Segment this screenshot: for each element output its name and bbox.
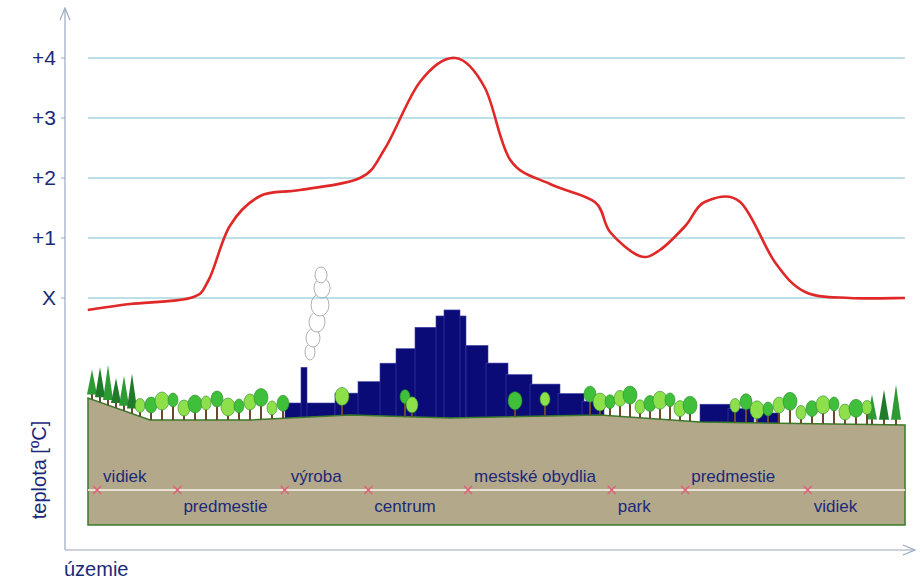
y-axis-title: teplota [ºC] [28,421,50,519]
tree [605,395,615,409]
tree [665,393,675,407]
x-axis [65,549,914,550]
zone-marker [608,486,616,494]
building [506,375,532,419]
zone-label: park [618,497,652,516]
tick-label: +3 [32,106,56,129]
temperature-line [88,58,905,310]
grid-line [88,57,905,58]
conifer [87,369,97,394]
zone-label: vidiek [103,467,147,486]
conifer [95,367,105,397]
tree [849,399,863,417]
tree [234,399,244,413]
tick-label: X [42,286,56,309]
zone-marker [804,486,812,494]
grid-line [88,177,905,178]
tree [796,405,806,419]
building [530,384,560,418]
zone-marker [364,486,372,494]
tree [540,392,550,406]
zone-label: predmestie [183,497,267,516]
tree [730,399,740,413]
tree [816,396,830,414]
x-arrow [903,545,915,555]
tree [683,396,697,414]
conifer [879,390,889,420]
tree [635,400,645,414]
conifer [119,376,129,406]
y-arrow [60,8,70,20]
tree [508,392,522,410]
building [486,363,508,419]
tree [201,396,211,410]
zone-marker [681,486,689,494]
building [466,345,488,419]
building [558,394,584,418]
zone-label: vidiek [814,497,858,516]
tree [862,400,872,414]
tree [267,401,277,415]
x-axis-title: územie [64,558,128,580]
tree [829,397,839,411]
grid-line [88,237,905,238]
zone-label: mestské obydlia [474,467,596,486]
tree [221,398,235,416]
conifer [103,365,113,400]
tree [168,393,178,407]
zone-marker [93,486,101,494]
tick-label: +2 [32,166,56,189]
building [700,404,730,424]
tree [783,392,797,410]
building [301,367,307,419]
tree [750,401,764,419]
tree [335,387,349,405]
zone-marker [173,486,181,494]
smoke [315,267,327,283]
tree [406,397,418,413]
tree [763,402,773,416]
plot-area [88,58,905,310]
landscape [87,267,905,525]
y-axis [64,10,65,550]
tree [254,388,268,406]
conifer [891,385,901,420]
zone-label: výroba [291,467,343,486]
tick-label: +4 [32,46,56,69]
building [444,310,460,420]
chart: X +1 +2 +3 +4 vidiek predmestie výroba centrum me… [0,0,920,584]
tick-label: +1 [32,226,56,249]
tree [135,398,145,412]
ground [88,398,905,525]
zone-label: centrum [374,497,435,516]
zone-line [88,489,905,491]
zone-marker [281,486,289,494]
grid-line [88,297,905,298]
tree [277,395,289,411]
zone-label: predmestie [691,467,775,486]
conifer [111,378,121,403]
zone-marker [464,486,472,494]
tree [188,395,202,413]
tree [623,386,637,404]
tree [155,392,169,410]
